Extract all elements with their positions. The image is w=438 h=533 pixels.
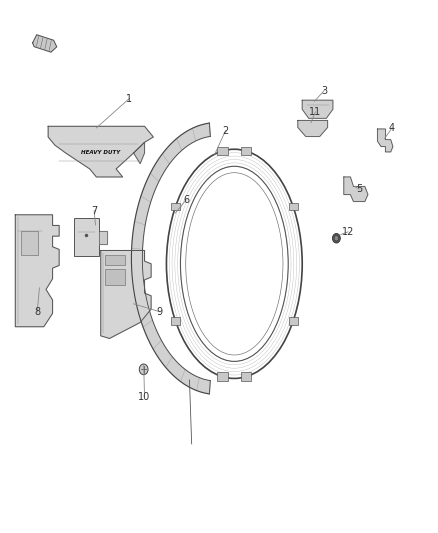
Circle shape xyxy=(139,364,148,375)
Polygon shape xyxy=(99,231,107,244)
Bar xyxy=(217,147,228,155)
Polygon shape xyxy=(378,129,393,152)
Bar xyxy=(171,317,180,325)
Text: 5: 5 xyxy=(356,184,362,194)
Polygon shape xyxy=(33,35,57,52)
Text: 7: 7 xyxy=(91,206,97,215)
Polygon shape xyxy=(48,126,153,177)
Bar xyxy=(241,147,251,155)
Text: 2: 2 xyxy=(223,126,229,135)
Polygon shape xyxy=(131,123,210,394)
Text: 12: 12 xyxy=(342,227,354,237)
Bar xyxy=(217,373,228,381)
Circle shape xyxy=(332,233,340,243)
Text: 10: 10 xyxy=(138,392,151,402)
Text: 9: 9 xyxy=(157,307,163,317)
Polygon shape xyxy=(15,215,59,327)
Bar xyxy=(74,218,99,256)
Text: 6: 6 xyxy=(183,195,189,205)
Bar xyxy=(21,231,38,255)
Text: 11: 11 xyxy=(309,107,321,117)
Bar xyxy=(289,318,297,325)
Polygon shape xyxy=(302,100,333,118)
Bar xyxy=(105,255,125,265)
Text: 4: 4 xyxy=(389,123,395,133)
Polygon shape xyxy=(344,177,368,201)
Polygon shape xyxy=(134,142,145,164)
Polygon shape xyxy=(101,251,151,338)
Text: 3: 3 xyxy=(321,86,327,95)
Bar xyxy=(289,203,297,210)
Bar xyxy=(105,269,125,285)
Text: 8: 8 xyxy=(34,307,40,317)
Text: HEAVY DUTY: HEAVY DUTY xyxy=(81,150,120,156)
Text: 1: 1 xyxy=(126,94,132,103)
Bar xyxy=(241,373,251,381)
Circle shape xyxy=(334,236,339,241)
Bar xyxy=(171,203,180,210)
Polygon shape xyxy=(298,120,328,136)
